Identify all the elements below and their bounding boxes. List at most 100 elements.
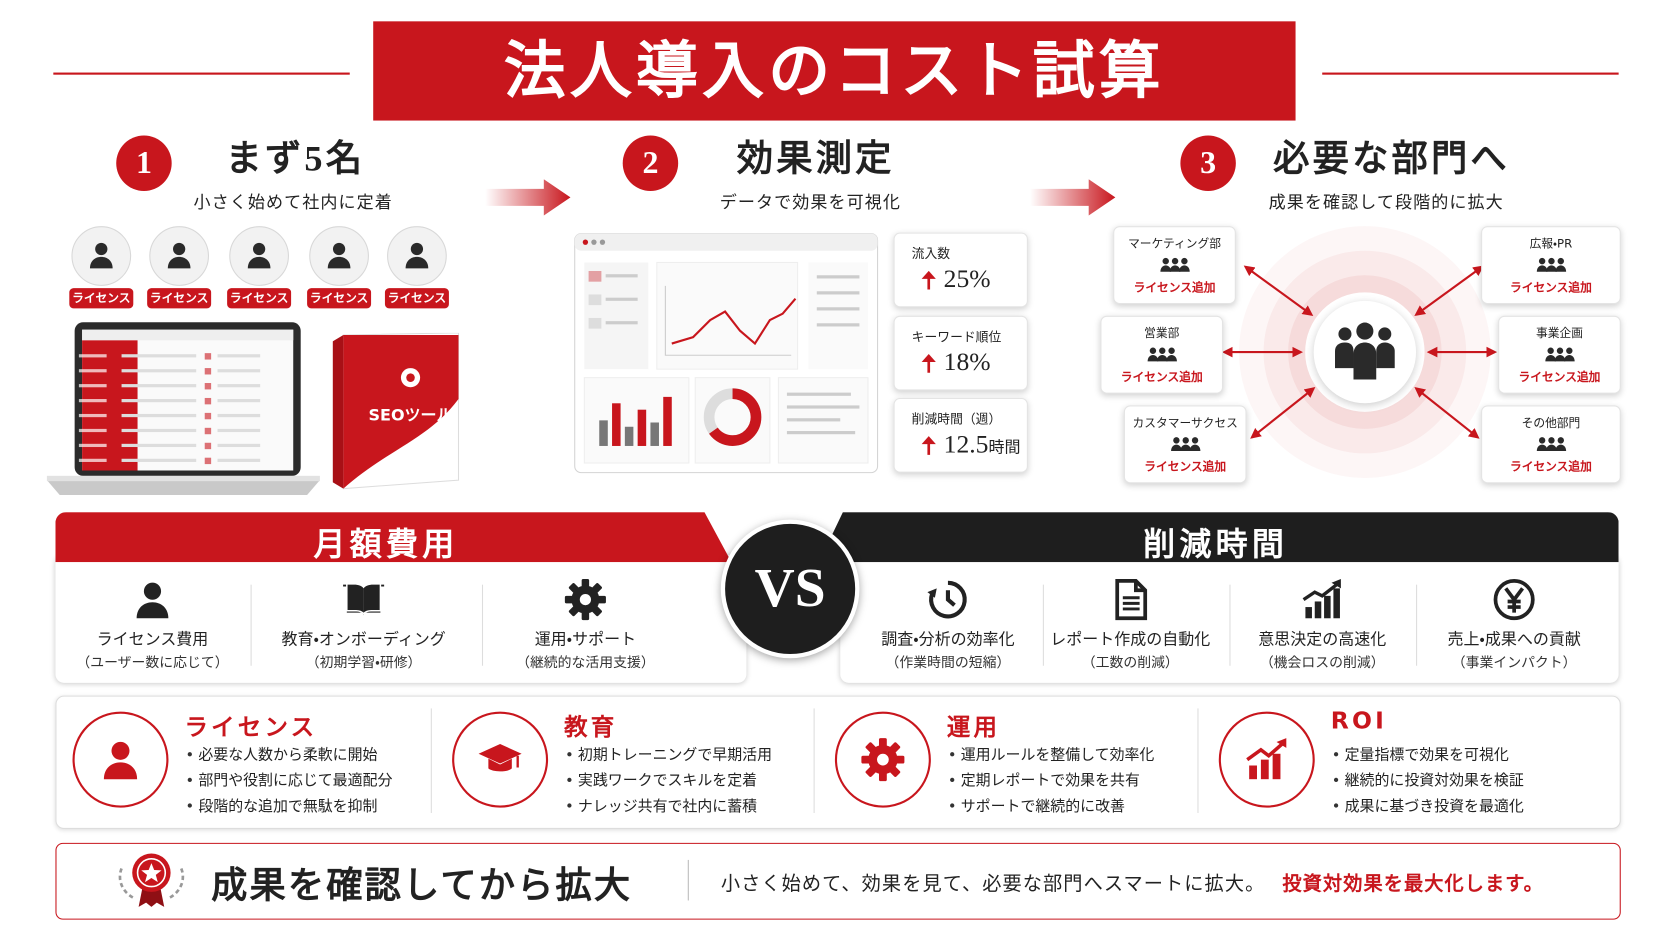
bullet-dot xyxy=(187,803,192,808)
icon-part xyxy=(574,233,878,251)
icon-part xyxy=(1250,387,1316,439)
cost-icon xyxy=(136,582,169,619)
bullet-dot xyxy=(187,777,192,783)
cost-header xyxy=(55,512,732,563)
icon-part xyxy=(204,427,212,435)
icon-part xyxy=(167,256,191,269)
icon-part xyxy=(1554,265,1566,272)
icon-part xyxy=(141,863,162,883)
icon-part xyxy=(663,396,672,446)
detail-point: 部門や役割に応じて最適配分 xyxy=(198,772,393,790)
icon-part xyxy=(1156,355,1168,362)
footer-panel xyxy=(55,842,1621,920)
icon-part xyxy=(1547,437,1555,444)
icon-part xyxy=(78,369,107,373)
icon-part xyxy=(1159,265,1171,272)
divider xyxy=(1197,708,1199,813)
icon-part xyxy=(1544,355,1556,362)
title-band: 法人導入のコスト試算 xyxy=(373,21,1296,121)
department-action: ライセンス追加 xyxy=(1518,370,1601,385)
cost-body xyxy=(55,554,747,683)
vs-badge: VS xyxy=(720,519,860,659)
step-subtitle: 小さく始めて社内に定着 xyxy=(193,192,393,213)
icon-part xyxy=(111,741,130,760)
icon-part xyxy=(1536,265,1547,272)
step-subtitle: データで効果を可視化 xyxy=(719,192,902,213)
metric-value: 18% xyxy=(944,349,991,378)
detail-point: 初期トレーニングで早期活用 xyxy=(577,746,773,764)
icon-part xyxy=(921,436,936,445)
savings-note: （作業時間の短縮） xyxy=(885,655,1011,672)
icon-part xyxy=(786,392,851,396)
icon-part xyxy=(121,458,197,462)
icon-part xyxy=(121,354,197,358)
avatar-icon xyxy=(405,242,429,269)
icon-part xyxy=(332,335,344,489)
icon-part xyxy=(1162,257,1169,265)
department-name: その他部門 xyxy=(1521,416,1581,430)
icon-part xyxy=(217,399,261,403)
icon-part xyxy=(204,412,212,420)
title-rule xyxy=(1322,72,1619,75)
product-label: SEOツール xyxy=(368,405,453,425)
icon-part xyxy=(82,329,294,341)
icon-part xyxy=(1249,765,1257,780)
icon-part xyxy=(1414,265,1484,316)
savings-header xyxy=(818,512,1619,563)
icon-part xyxy=(1030,179,1116,216)
icon-part xyxy=(1178,265,1190,272)
icon-part xyxy=(591,239,597,245)
dashboard-mockup xyxy=(574,233,879,474)
detail-point: 実践ワークでスキルを定着 xyxy=(577,772,758,790)
icon-part xyxy=(217,428,261,433)
detail-point: 定量指標で効果を可視化 xyxy=(1344,746,1509,764)
detail-icon xyxy=(72,711,169,808)
icon-part xyxy=(78,443,107,448)
icon-part xyxy=(929,580,967,619)
bullet-dot xyxy=(950,777,955,783)
department-card: 営業部 ライセンス追加 xyxy=(1100,315,1224,394)
icon-part xyxy=(1181,437,1189,444)
detail-point: 段階的な追加で無駄を抑制 xyxy=(198,798,378,816)
icon-part xyxy=(217,384,261,388)
icon-part xyxy=(478,743,522,764)
detail-icon xyxy=(1218,711,1315,808)
bullet-dot xyxy=(950,752,955,757)
icon-part xyxy=(488,758,512,772)
avatar xyxy=(71,226,132,286)
icon-part xyxy=(1276,738,1287,748)
up-arrow xyxy=(921,270,936,290)
icon-part xyxy=(637,409,647,446)
step-title: 効果測定 xyxy=(736,139,895,180)
icon-part xyxy=(1165,355,1177,362)
icon-part xyxy=(1554,355,1565,362)
icon-part xyxy=(1221,265,1498,439)
icon-part xyxy=(612,403,621,446)
department-name: 営業部 xyxy=(1144,326,1180,341)
icon-part xyxy=(204,353,212,360)
up-arrow xyxy=(921,436,936,455)
metric-label: 流入数 xyxy=(911,246,951,262)
icon-part xyxy=(343,335,459,489)
icon-part xyxy=(1180,257,1188,265)
icon-part xyxy=(405,256,429,269)
icon-part xyxy=(671,298,797,346)
icon-part xyxy=(1331,579,1341,589)
department-card: その他部門 ライセンス追加 xyxy=(1481,405,1621,484)
icon-part xyxy=(406,373,415,382)
detail-point: 運用ルールを整備して効率化 xyxy=(960,746,1155,764)
detail-icon-glyph xyxy=(478,743,522,772)
savings-icon xyxy=(927,580,967,619)
icon-part xyxy=(1189,444,1200,452)
icon-part xyxy=(703,388,762,446)
avatar xyxy=(229,226,289,286)
icon-part xyxy=(410,242,424,256)
department-icon xyxy=(1536,437,1566,452)
department-icon xyxy=(1170,437,1200,452)
department-icon xyxy=(1536,257,1566,272)
metric-label: 削減時間（週） xyxy=(911,411,1002,427)
cost-note: （初期学習・研修） xyxy=(305,655,422,672)
laptop xyxy=(46,322,320,496)
department-action: ライセンス追加 xyxy=(1509,280,1592,295)
